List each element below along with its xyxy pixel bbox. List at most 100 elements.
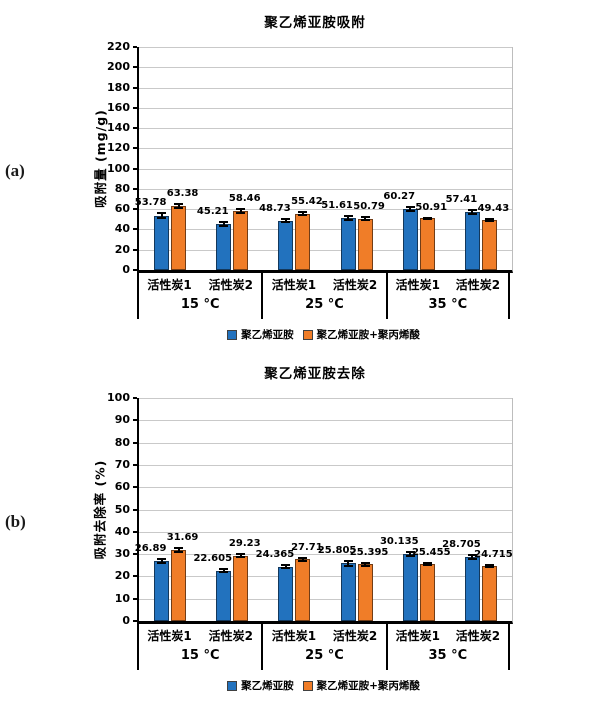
bar-value-label: 53.78	[134, 197, 167, 209]
legend-swatch-series2	[302, 329, 313, 340]
error-bar	[174, 202, 184, 209]
bar-series1	[340, 217, 356, 270]
bar-value-label: 48.73	[259, 203, 291, 215]
legend-entry: 聚乙烯亚胺+聚丙烯酸	[302, 327, 420, 342]
error-bar	[157, 212, 167, 219]
y-tick-label: 10	[114, 591, 130, 605]
y-tick-mark	[133, 508, 137, 511]
bar-series1	[278, 220, 294, 270]
y-tick-label: 40	[114, 222, 130, 236]
gridline	[139, 442, 512, 444]
y-tick-label: 90	[114, 413, 130, 427]
error-bar-cap-bottom	[298, 214, 308, 217]
error-bar-cap-bottom	[298, 559, 308, 562]
bar-value-label: 25.455	[411, 547, 451, 558]
bar-value-label: 57.41	[445, 193, 478, 205]
gridline	[139, 229, 512, 231]
plot-area: 26.89 31.69 22.605 29.23 24.365 27.71 25.805 25…	[135, 398, 513, 624]
category-axis: 活性炭1 活性炭2 15 °C 活性炭1 活性炭2 25 °C 活性炭1 活性炭2 35 °C	[137, 272, 510, 319]
y-tick-mark	[133, 575, 137, 578]
error-bar	[360, 562, 370, 567]
bar-series2	[233, 210, 249, 270]
bar-value-label: 63.38	[166, 187, 199, 199]
error-bar	[405, 205, 415, 212]
y-tick-label: 0	[122, 263, 130, 276]
y-tick-label: 100	[107, 161, 130, 175]
category-label: 活性炭1	[395, 278, 440, 292]
legend-label: 聚乙烯亚胺+聚丙烯酸	[316, 680, 420, 692]
error-bar	[484, 218, 494, 222]
y-tick-label: 140	[107, 121, 130, 135]
error-bar-cap-bottom	[422, 564, 432, 567]
category-label: 活性炭2	[208, 278, 253, 292]
gridline	[139, 420, 512, 422]
error-bar	[298, 556, 308, 562]
y-tick-mark	[133, 397, 137, 399]
error-bar-line	[284, 218, 287, 224]
bar-series2	[419, 218, 435, 270]
bar-value-label: 50.79	[353, 201, 385, 213]
y-tick-mark	[133, 106, 137, 109]
error-bar	[360, 216, 370, 221]
y-tick-mark	[133, 228, 137, 231]
error-bar-cap-bottom	[405, 554, 415, 557]
group-label: 25 °C	[305, 648, 344, 663]
y-tick-label: 60	[114, 202, 130, 216]
temp-group: 活性炭1 活性炭2 35 °C	[385, 272, 510, 319]
category-row: 活性炭1 活性炭2	[263, 623, 385, 648]
bar-series1	[340, 563, 356, 621]
legend-entry: 聚乙烯亚胺	[227, 678, 294, 693]
error-bar-line	[471, 208, 474, 215]
bar-series2	[295, 559, 311, 621]
y-tick-mark	[133, 147, 137, 150]
legend-swatch-series2	[302, 680, 313, 691]
bar-series2	[481, 565, 497, 621]
error-bar-cap-bottom	[405, 209, 415, 212]
error-bar-cap-bottom	[360, 564, 370, 567]
bar-series1	[402, 553, 418, 621]
category-label: 活性炭1	[271, 629, 317, 643]
error-bar-line	[239, 207, 242, 214]
bar-value-label: 49.43	[477, 203, 510, 215]
category-row: 活性炭1 活性炭2	[388, 272, 508, 297]
legend-entry: 聚乙烯亚胺+聚丙烯酸	[302, 678, 420, 693]
gridline	[139, 209, 512, 211]
y-tick-label: 0	[122, 614, 130, 627]
bar-value-label: 28.705	[442, 538, 481, 550]
temp-group: 活性炭1 活性炭2 25 °C	[261, 623, 385, 670]
group-label: 15 °C	[180, 297, 220, 312]
error-bar-line	[409, 550, 412, 557]
gridline	[139, 47, 512, 48]
error-bar-cap-bottom	[174, 551, 184, 554]
legend-label: 聚乙烯亚胺+聚丙烯酸	[316, 329, 420, 341]
gridline	[139, 249, 512, 251]
error-bar-cap-bottom	[422, 218, 432, 220]
error-bar-line	[177, 547, 180, 554]
y-tick-mark	[133, 530, 137, 533]
gridline	[139, 398, 512, 399]
bar-series1	[216, 570, 232, 621]
legend-swatch-series1	[227, 680, 238, 691]
chart-adsorption: 聚乙烯亚胺吸附 吸附量 (mg/g) 220 200 180 160 140 120 100 80…	[93, 15, 513, 342]
error-bar	[343, 214, 353, 221]
bar-series1	[154, 561, 170, 621]
y-tick-mark	[133, 486, 137, 489]
bar-value-label: 29.23	[228, 538, 261, 550]
legend-swatch-series1	[227, 329, 238, 340]
temp-group: 活性炭1 活性炭2 15 °C	[137, 272, 261, 319]
bar-value-label: 24.715	[474, 548, 513, 560]
group-label: 25 °C	[305, 297, 344, 312]
y-tick-mark	[133, 553, 137, 556]
chart-title: 聚乙烯亚胺吸附	[264, 15, 366, 31]
error-bar-cap-bottom	[281, 221, 291, 224]
error-bar-line	[471, 553, 474, 561]
error-bar-cap-bottom	[343, 218, 353, 221]
bar-value-label: 26.89	[134, 542, 167, 554]
category-label: 活性炭1	[271, 278, 317, 292]
gridline	[139, 531, 512, 533]
error-bar	[281, 218, 291, 224]
error-bar-line	[222, 567, 225, 574]
error-bar	[219, 221, 229, 227]
bar-value-label: 25.395	[349, 547, 389, 559]
error-bar-cap-bottom	[281, 567, 291, 570]
